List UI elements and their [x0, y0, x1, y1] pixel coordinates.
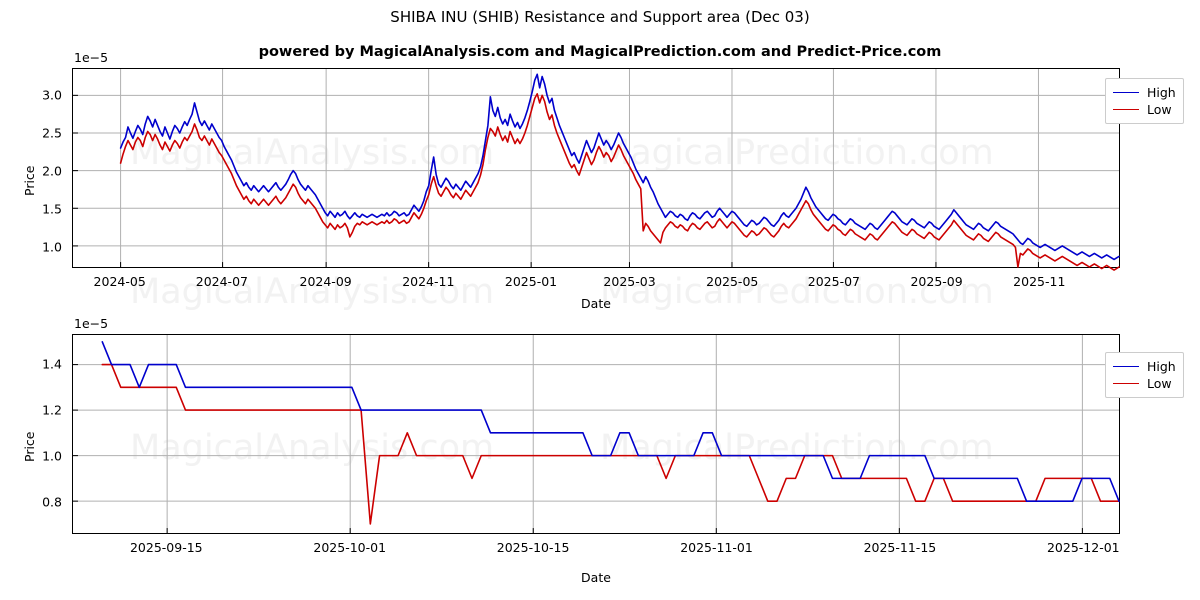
y-tick-label: 2.0: [42, 163, 62, 179]
y-tick-label: 1.2: [42, 402, 62, 418]
page-title: SHIBA INU (SHIB) Resistance and Support …: [390, 8, 810, 26]
legend-line-high-icon: [1113, 92, 1139, 93]
series-line-high: [121, 74, 1119, 259]
legend-row-high: High: [1113, 84, 1176, 101]
price-chart-bottom[interactable]: [72, 334, 1120, 534]
x-tick-label: 2025-09: [910, 274, 963, 289]
legend-row-low: Low: [1113, 375, 1176, 392]
x-tick-label: 2025-10-15: [496, 540, 570, 555]
x-axis-label-bottom: Date: [581, 570, 611, 585]
legend-label-low: Low: [1147, 102, 1172, 117]
chart-subtitle: powered by MagicalAnalysis.com and Magic…: [258, 44, 942, 60]
x-tick-label: 2025-12-01: [1046, 540, 1120, 555]
x-tick-label: 2024-05: [93, 274, 146, 289]
y-tick-label: 1.0: [42, 239, 62, 255]
legend-row-high: High: [1113, 358, 1176, 375]
legend-label-high: High: [1147, 359, 1176, 374]
x-tick-label: 2025-11-15: [863, 540, 937, 555]
x-tick-label: 2025-01: [504, 274, 558, 289]
legend-row-low: Low: [1113, 101, 1176, 118]
legend-line-low-icon: [1113, 383, 1139, 384]
x-tick-label: 2025-09-15: [129, 540, 203, 555]
x-tick-label: 2024-09: [299, 274, 352, 289]
legend-label-low: Low: [1147, 376, 1172, 391]
legend-line-low-icon: [1113, 109, 1139, 110]
x-axis-label-top: Date: [581, 296, 611, 311]
x-tick-label: 2025-07: [807, 274, 861, 289]
x-tick-label: 2025-10-01: [313, 540, 387, 555]
y-offset-text-bottom: 1e−5: [74, 316, 109, 331]
y-offset-text-top: 1e−5: [74, 50, 109, 65]
y-tick-label: 1.5: [42, 201, 62, 217]
y-tick-label: 0.8: [42, 494, 62, 510]
series-line-low: [121, 94, 1119, 270]
x-tick-label: 2025-03: [603, 274, 656, 289]
legend-top[interactable]: High Low: [1105, 78, 1184, 124]
price-chart-top[interactable]: [72, 68, 1120, 268]
y-tick-label: 2.5: [42, 125, 62, 141]
legend-bottom[interactable]: High Low: [1105, 352, 1184, 398]
x-tick-label: 2024-07: [195, 274, 248, 289]
series-line-high: [102, 342, 1119, 501]
legend-line-high-icon: [1113, 366, 1139, 367]
x-tick-label: 2024-11: [402, 274, 455, 289]
x-tick-label: 2025-11-01: [680, 540, 753, 555]
y-tick-label: 1.0: [42, 448, 62, 464]
legend-label-high: High: [1147, 85, 1176, 100]
series-line-low: [102, 365, 1119, 524]
x-tick-label: 2025-05: [706, 274, 759, 289]
y-axis-label-top: Price: [22, 165, 37, 197]
plot-area-top: [73, 69, 1119, 267]
plot-area-bottom: [73, 335, 1119, 533]
y-tick-label: 3.0: [42, 87, 62, 103]
y-tick-label: 1.4: [42, 356, 62, 372]
y-axis-label-bottom: Price: [22, 431, 37, 463]
x-tick-label: 2025-11: [1013, 274, 1066, 289]
